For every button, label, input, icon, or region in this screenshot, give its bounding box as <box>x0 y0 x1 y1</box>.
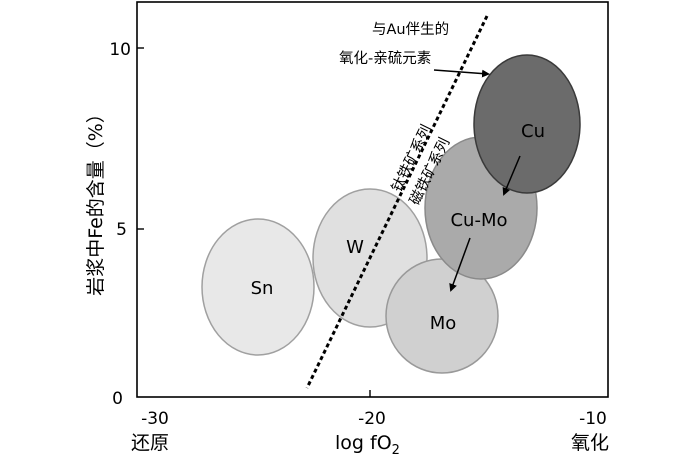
field-label-cu: Cu <box>521 121 545 142</box>
y-tick-label-0: 0 <box>112 389 123 409</box>
x-axis-label-main: log fO <box>335 432 392 454</box>
cumo-to-mo-arrow <box>449 237 471 292</box>
y-axis-label: 岩浆中Fe的含量（%） <box>85 104 107 296</box>
x-axis-reducing-label: 还原 <box>131 432 169 454</box>
x-axis-label-subscript: 2 <box>392 443 400 457</box>
annotation-line-2: 氧化-亲硫元素 <box>339 50 431 67</box>
field-label-sn: Sn <box>251 278 274 299</box>
field-sn <box>201 218 315 356</box>
y-tick-label-5: 5 <box>116 220 127 240</box>
y-tick-label-10: 10 <box>109 40 131 60</box>
plot-frame <box>136 1 609 398</box>
cu-to-cumo-arrow <box>502 155 521 196</box>
x-axis-oxidizing-label: 氧化 <box>571 432 609 454</box>
x-tick-label-minus20: -20 <box>358 409 386 429</box>
field-label-cu-mo: Cu-Mo <box>450 210 507 231</box>
field-cu <box>473 54 581 194</box>
annotation-line-1: 与Au伴生的 <box>372 21 449 38</box>
ilmenite-magnetite-boundary-line <box>305 15 489 389</box>
x-axis-label: log fO2 <box>335 432 400 457</box>
field-label-mo: Mo <box>430 313 457 334</box>
annotation-arrow <box>433 69 490 78</box>
x-tick-label-minus30: -30 <box>141 409 169 429</box>
field-label-w: W <box>346 237 364 258</box>
x-tick-label-minus10: -10 <box>579 409 607 429</box>
